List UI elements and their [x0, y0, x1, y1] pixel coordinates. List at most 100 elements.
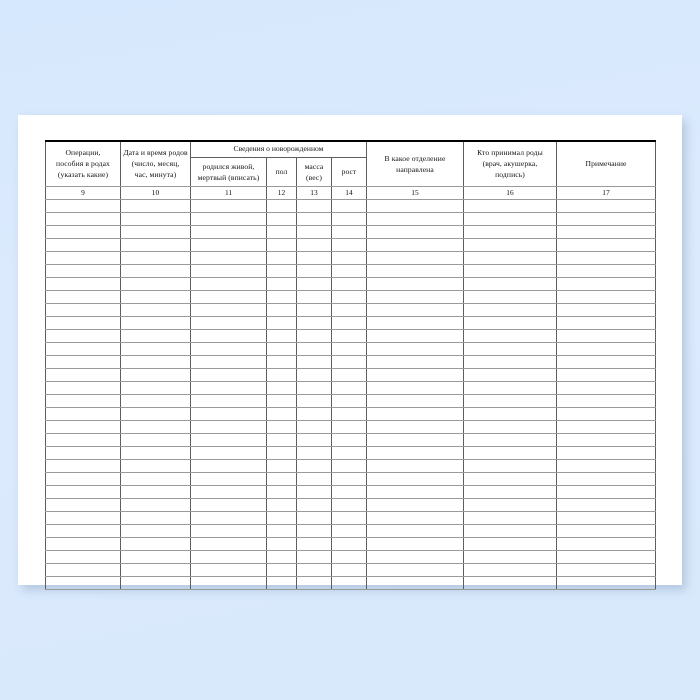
table-cell[interactable] [463, 497, 557, 512]
table-cell[interactable] [296, 263, 332, 278]
table-cell[interactable] [366, 471, 464, 486]
table-cell[interactable] [45, 523, 121, 538]
table-cell[interactable] [556, 562, 656, 577]
table-cell[interactable] [120, 575, 191, 590]
table-cell[interactable] [331, 471, 367, 486]
table-cell[interactable] [190, 445, 267, 460]
table-cell[interactable] [266, 289, 297, 304]
table-cell[interactable] [296, 523, 332, 538]
table-cell[interactable] [266, 237, 297, 252]
table-cell[interactable] [463, 471, 557, 486]
table-cell[interactable] [296, 354, 332, 369]
table-cell[interactable] [45, 198, 121, 213]
table-cell[interactable] [296, 276, 332, 291]
table-cell[interactable] [366, 510, 464, 525]
table-cell[interactable] [120, 458, 191, 473]
table-cell[interactable] [266, 484, 297, 499]
table-cell[interactable] [366, 289, 464, 304]
table-cell[interactable] [463, 224, 557, 239]
table-cell[interactable] [556, 445, 656, 460]
table-cell[interactable] [120, 471, 191, 486]
table-cell[interactable] [266, 393, 297, 408]
table-row[interactable] [45, 367, 656, 382]
table-cell[interactable] [190, 367, 267, 382]
table-cell[interactable] [556, 263, 656, 278]
table-cell[interactable] [463, 341, 557, 356]
table-cell[interactable] [556, 367, 656, 382]
table-cell[interactable] [296, 211, 332, 226]
table-cell[interactable] [296, 471, 332, 486]
table-cell[interactable] [556, 341, 656, 356]
table-cell[interactable] [331, 250, 367, 265]
table-cell[interactable] [331, 315, 367, 330]
table-cell[interactable] [366, 328, 464, 343]
table-cell[interactable] [266, 510, 297, 525]
table-row[interactable] [45, 562, 656, 577]
table-row[interactable] [45, 328, 656, 343]
table-row[interactable] [45, 575, 656, 590]
table-cell[interactable] [296, 484, 332, 499]
table-cell[interactable] [266, 549, 297, 564]
table-row[interactable] [45, 523, 656, 538]
table-row[interactable] [45, 315, 656, 330]
table-cell[interactable] [296, 224, 332, 239]
table-cell[interactable] [296, 380, 332, 395]
table-cell[interactable] [296, 237, 332, 252]
table-cell[interactable] [120, 406, 191, 421]
table-cell[interactable] [463, 250, 557, 265]
table-cell[interactable] [296, 367, 332, 382]
table-cell[interactable] [45, 393, 121, 408]
table-cell[interactable] [556, 458, 656, 473]
table-cell[interactable] [190, 250, 267, 265]
table-cell[interactable] [120, 224, 191, 239]
table-cell[interactable] [266, 224, 297, 239]
table-cell[interactable] [331, 406, 367, 421]
table-cell[interactable] [463, 523, 557, 538]
table-cell[interactable] [266, 536, 297, 551]
table-cell[interactable] [296, 497, 332, 512]
table-cell[interactable] [296, 419, 332, 434]
table-cell[interactable] [266, 328, 297, 343]
table-cell[interactable] [463, 510, 557, 525]
table-cell[interactable] [120, 367, 191, 382]
table-cell[interactable] [45, 354, 121, 369]
table-cell[interactable] [366, 536, 464, 551]
table-cell[interactable] [366, 445, 464, 460]
table-cell[interactable] [556, 523, 656, 538]
table-cell[interactable] [366, 484, 464, 499]
table-cell[interactable] [45, 289, 121, 304]
table-cell[interactable] [45, 432, 121, 447]
table-cell[interactable] [366, 198, 464, 213]
table-row[interactable] [45, 445, 656, 460]
table-row[interactable] [45, 497, 656, 512]
table-cell[interactable] [366, 211, 464, 226]
table-row[interactable] [45, 432, 656, 447]
table-cell[interactable] [556, 354, 656, 369]
table-cell[interactable] [463, 536, 557, 551]
table-cell[interactable] [266, 575, 297, 590]
table-cell[interactable] [331, 263, 367, 278]
table-row[interactable] [45, 198, 656, 213]
table-cell[interactable] [366, 302, 464, 317]
table-cell[interactable] [45, 341, 121, 356]
table-cell[interactable] [190, 419, 267, 434]
table-row[interactable] [45, 289, 656, 304]
table-cell[interactable] [266, 315, 297, 330]
table-cell[interactable] [366, 250, 464, 265]
table-cell[interactable] [190, 406, 267, 421]
table-cell[interactable] [120, 419, 191, 434]
table-cell[interactable] [296, 510, 332, 525]
table-cell[interactable] [331, 380, 367, 395]
table-row[interactable] [45, 458, 656, 473]
table-cell[interactable] [331, 510, 367, 525]
table-cell[interactable] [190, 380, 267, 395]
table-cell[interactable] [190, 562, 267, 577]
table-cell[interactable] [556, 224, 656, 239]
table-cell[interactable] [190, 354, 267, 369]
table-cell[interactable] [120, 393, 191, 408]
table-cell[interactable] [266, 211, 297, 226]
table-cell[interactable] [296, 458, 332, 473]
table-cell[interactable] [190, 315, 267, 330]
table-cell[interactable] [331, 484, 367, 499]
table-cell[interactable] [366, 380, 464, 395]
